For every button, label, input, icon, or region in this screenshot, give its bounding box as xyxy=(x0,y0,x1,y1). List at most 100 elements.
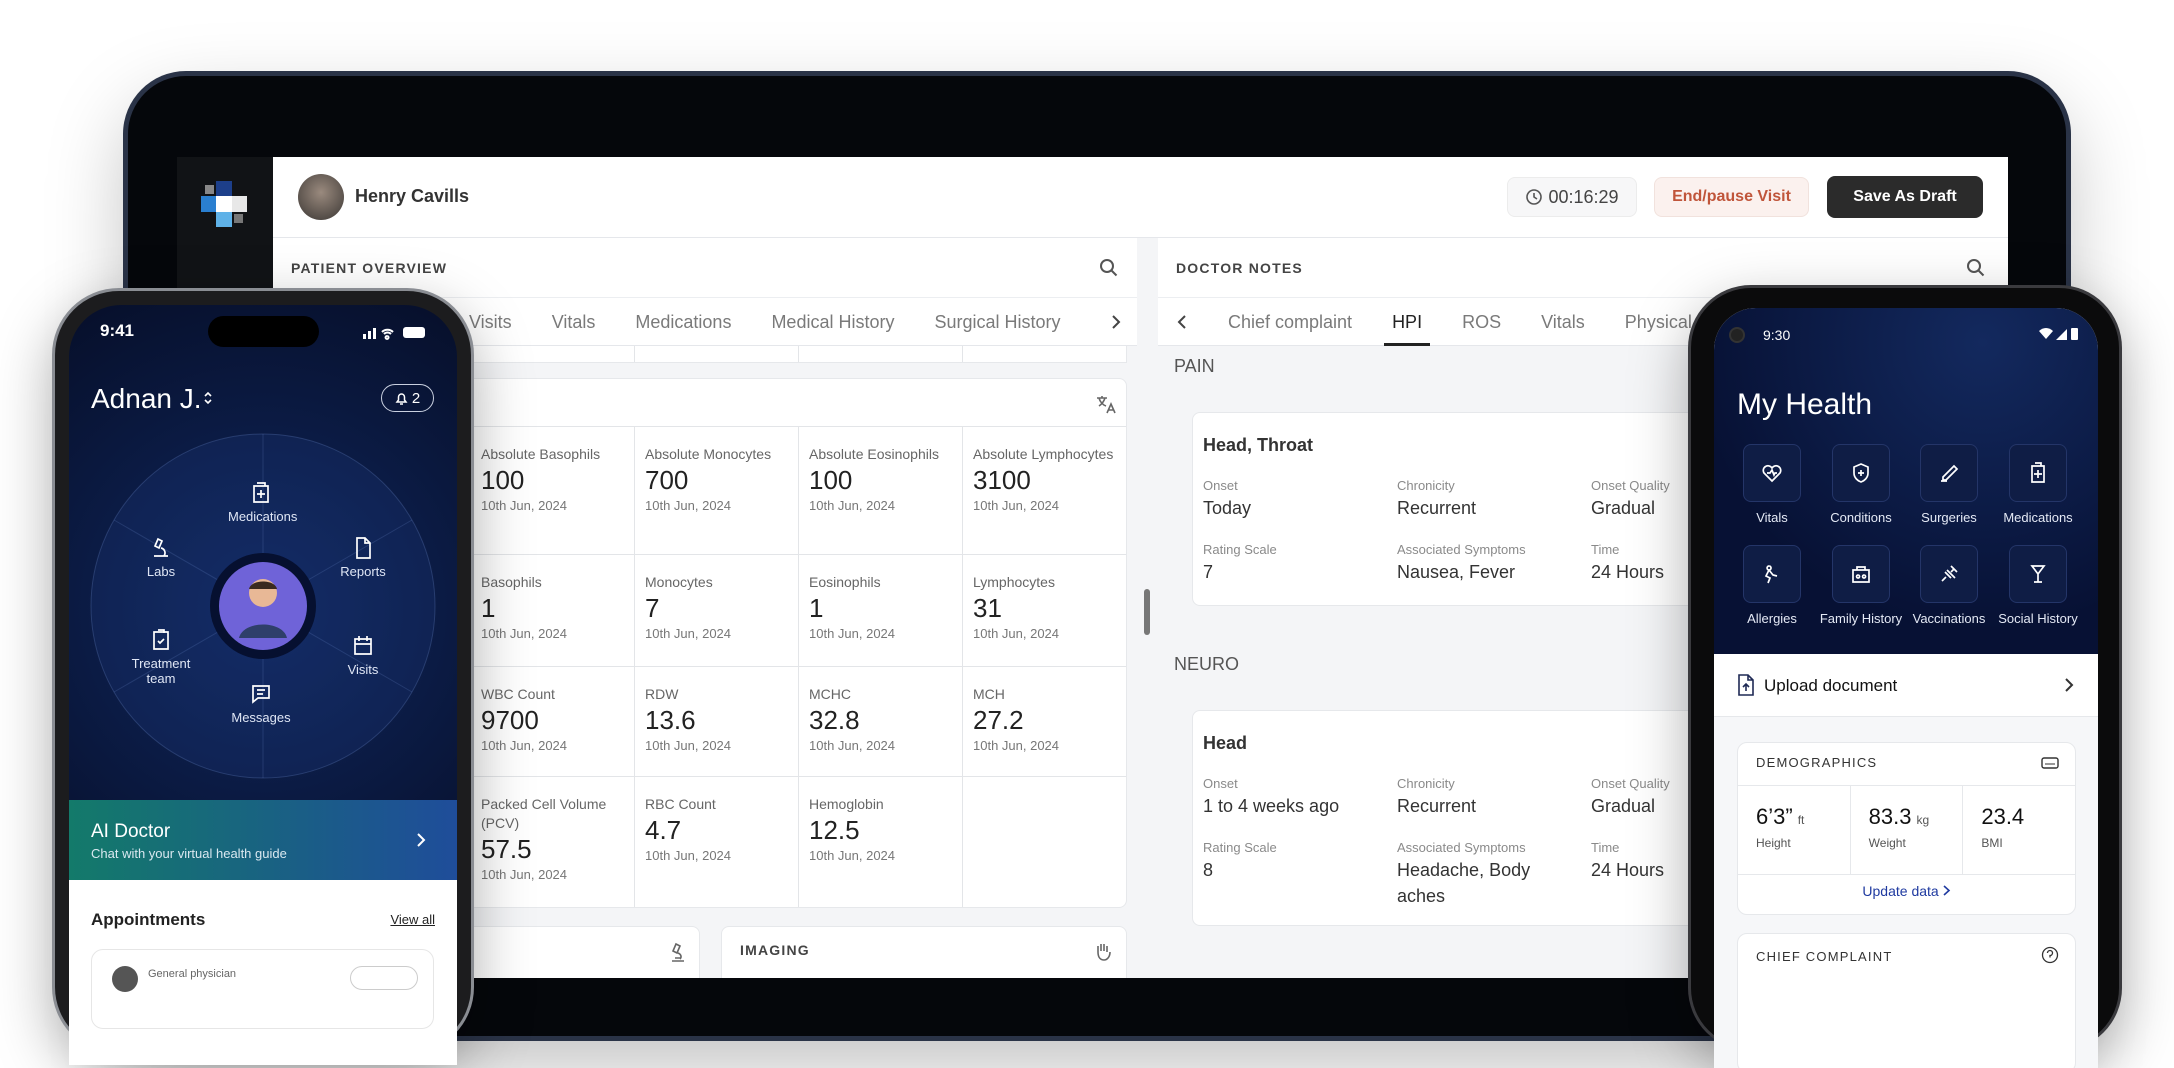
lab-cell: Absolute Monocytes 700 10th Jun, 2024 xyxy=(634,426,798,554)
menu-label: Messages xyxy=(231,710,291,725)
menu-item[interactable]: Labs xyxy=(106,536,216,579)
notification-count: 2 xyxy=(411,389,421,407)
shortcut-icon xyxy=(1920,444,1978,502)
lab-label: Absolute Basophils xyxy=(481,446,601,462)
tab[interactable]: Vitals xyxy=(551,311,596,332)
tab[interactable]: Medications xyxy=(635,311,732,332)
shortcut[interactable]: Medications xyxy=(1993,444,2083,525)
shortcut-icon xyxy=(1920,545,1978,603)
lab-date: 10th Jun, 2024 xyxy=(809,848,896,863)
menu-item[interactable]: Reports xyxy=(308,536,418,579)
view-all-link[interactable]: View all xyxy=(390,912,435,927)
appointment-specialty: General physician xyxy=(148,968,237,980)
note-field: Onset Quality Gradual xyxy=(1591,775,1785,819)
tab[interactable]: Visits xyxy=(469,311,512,332)
search-icon[interactable] xyxy=(1099,258,1119,278)
lab-cell: Eosinophils 1 10th Jun, 2024 xyxy=(798,554,962,666)
notification-badge[interactable]: 2 xyxy=(381,384,434,412)
tab-prev[interactable] xyxy=(1176,298,1188,346)
field-value: Gradual xyxy=(1591,498,1656,518)
shortcut[interactable]: Vitals xyxy=(1727,444,1817,525)
lab-date: 10th Jun, 2024 xyxy=(973,626,1060,641)
shortcut[interactable]: Vaccinations xyxy=(1904,545,1994,626)
lab-label: Absolute Lymphocytes xyxy=(973,446,1114,462)
menu-icon xyxy=(1764,565,1778,584)
search-icon[interactable] xyxy=(1966,258,1986,278)
upload-row[interactable]: Upload document xyxy=(1714,654,2098,717)
menu-icon xyxy=(252,685,270,704)
note-field: Rating Scale 7 xyxy=(1203,541,1397,585)
tab[interactable]: ROS xyxy=(1462,311,1502,332)
user-switch[interactable] xyxy=(203,389,213,407)
upload-text: Upload document xyxy=(1764,676,1898,695)
header: Henry Cavills 00:16:29 End/pause Visit S… xyxy=(273,157,2008,238)
tab[interactable]: HPI xyxy=(1384,298,1431,346)
lab-cell: Basophils 1 10th Jun, 2024 xyxy=(470,554,634,666)
end-visit-button[interactable]: End/pause Visit xyxy=(1654,177,1809,217)
tab[interactable]: Vitals xyxy=(1541,311,1585,332)
lab-cell: Hemoglobin 12.5 10th Jun, 2024 xyxy=(798,776,962,907)
lab-value: 1 xyxy=(481,593,496,623)
note-field: Time 24 Hours xyxy=(1591,541,1785,585)
lab-value: 32.8 xyxy=(809,705,860,735)
shortcut[interactable]: Social History xyxy=(1993,545,2083,626)
shortcut-label: Allergies xyxy=(1747,611,1797,626)
right-phone: 9:30 My Health Upload document DEMOGRAPH… xyxy=(1691,288,2119,1068)
stat-label: Height xyxy=(1756,836,1791,850)
stat: 83.3 kg Weight xyxy=(1849,786,1963,874)
lab-label: Hemoglobin xyxy=(809,796,884,812)
menu-label: Treatment team xyxy=(131,656,191,686)
card-icon xyxy=(2041,757,2059,769)
shortcut[interactable]: Allergies xyxy=(1727,545,1817,626)
tab[interactable]: Surgical History xyxy=(934,311,1061,332)
lab-date: 10th Jun, 2024 xyxy=(809,626,896,641)
shortcut[interactable]: Surgeries xyxy=(1904,444,1994,525)
tab[interactable]: Chief complaint xyxy=(1228,311,1353,332)
menu-item[interactable]: Medications xyxy=(206,481,316,524)
tab[interactable]: Medical History xyxy=(771,311,895,332)
shortcut[interactable]: Conditions xyxy=(1816,444,1906,525)
menu-label: Visits xyxy=(347,662,379,677)
patient-avatar xyxy=(298,174,344,220)
status-time: 9:41 xyxy=(99,321,135,340)
shortcut-icon xyxy=(2009,444,2067,502)
field-value: Headache, Body aches xyxy=(1397,860,1531,906)
lab-value: 700 xyxy=(645,465,689,495)
menu-icon xyxy=(2030,565,2046,583)
lab-date: 10th Jun, 2024 xyxy=(973,738,1060,753)
field-label: Onset Quality xyxy=(1591,478,1670,493)
note-field: Rating Scale 8 xyxy=(1203,839,1397,909)
lab-value: 57.5 xyxy=(481,834,532,864)
scrollbar[interactable] xyxy=(1144,589,1150,635)
menu-item[interactable]: Messages xyxy=(206,682,316,725)
lab-cell: RBC Count 4.7 10th Jun, 2024 xyxy=(634,776,798,907)
patient-name: Henry Cavills xyxy=(355,186,470,206)
menu-item[interactable]: Treatment team xyxy=(106,628,216,686)
tab-next[interactable] xyxy=(1109,314,1123,330)
banner-subtitle: Chat with your virtual health guide xyxy=(91,846,287,861)
lab-label: Monocytes xyxy=(645,574,713,590)
chevron-left xyxy=(1177,315,1186,329)
ai-doctor-banner[interactable]: AI Doctor Chat with your virtual health … xyxy=(69,800,457,880)
stats-row: 6’3” ft Height 83.3 kg Weight 23.4 BMI xyxy=(1738,785,2075,875)
shortcut[interactable]: Family History xyxy=(1816,545,1906,626)
note-field: Associated Symptoms Nausea, Fever xyxy=(1397,541,1591,585)
lab-value: 9700 xyxy=(481,705,539,735)
lab-value: 12.5 xyxy=(809,815,860,845)
update-data-link[interactable]: Update data xyxy=(1738,883,2075,899)
note-field: Onset Quality Gradual xyxy=(1591,477,1785,521)
lab-label: Absolute Eosinophils xyxy=(809,446,939,462)
user-name[interactable]: Adnan J. xyxy=(91,383,202,414)
translate-icon[interactable] xyxy=(1094,393,1116,415)
save-draft-button[interactable]: Save As Draft xyxy=(1827,176,1983,218)
stat-label: Weight xyxy=(1868,836,1906,850)
imaging-card: IMAGING xyxy=(721,926,1127,978)
lab-label: MCHC xyxy=(809,686,851,702)
appointment-card[interactable]: General physician xyxy=(91,949,434,1029)
banner-title: AI Doctor xyxy=(91,821,171,842)
menu-item[interactable]: Visits xyxy=(308,634,418,677)
field-label: Onset xyxy=(1203,478,1238,493)
field-value: 1 to 4 weeks ago xyxy=(1203,796,1340,816)
note-field: Chronicity Recurrent xyxy=(1397,775,1591,819)
previous-row xyxy=(291,346,1127,363)
